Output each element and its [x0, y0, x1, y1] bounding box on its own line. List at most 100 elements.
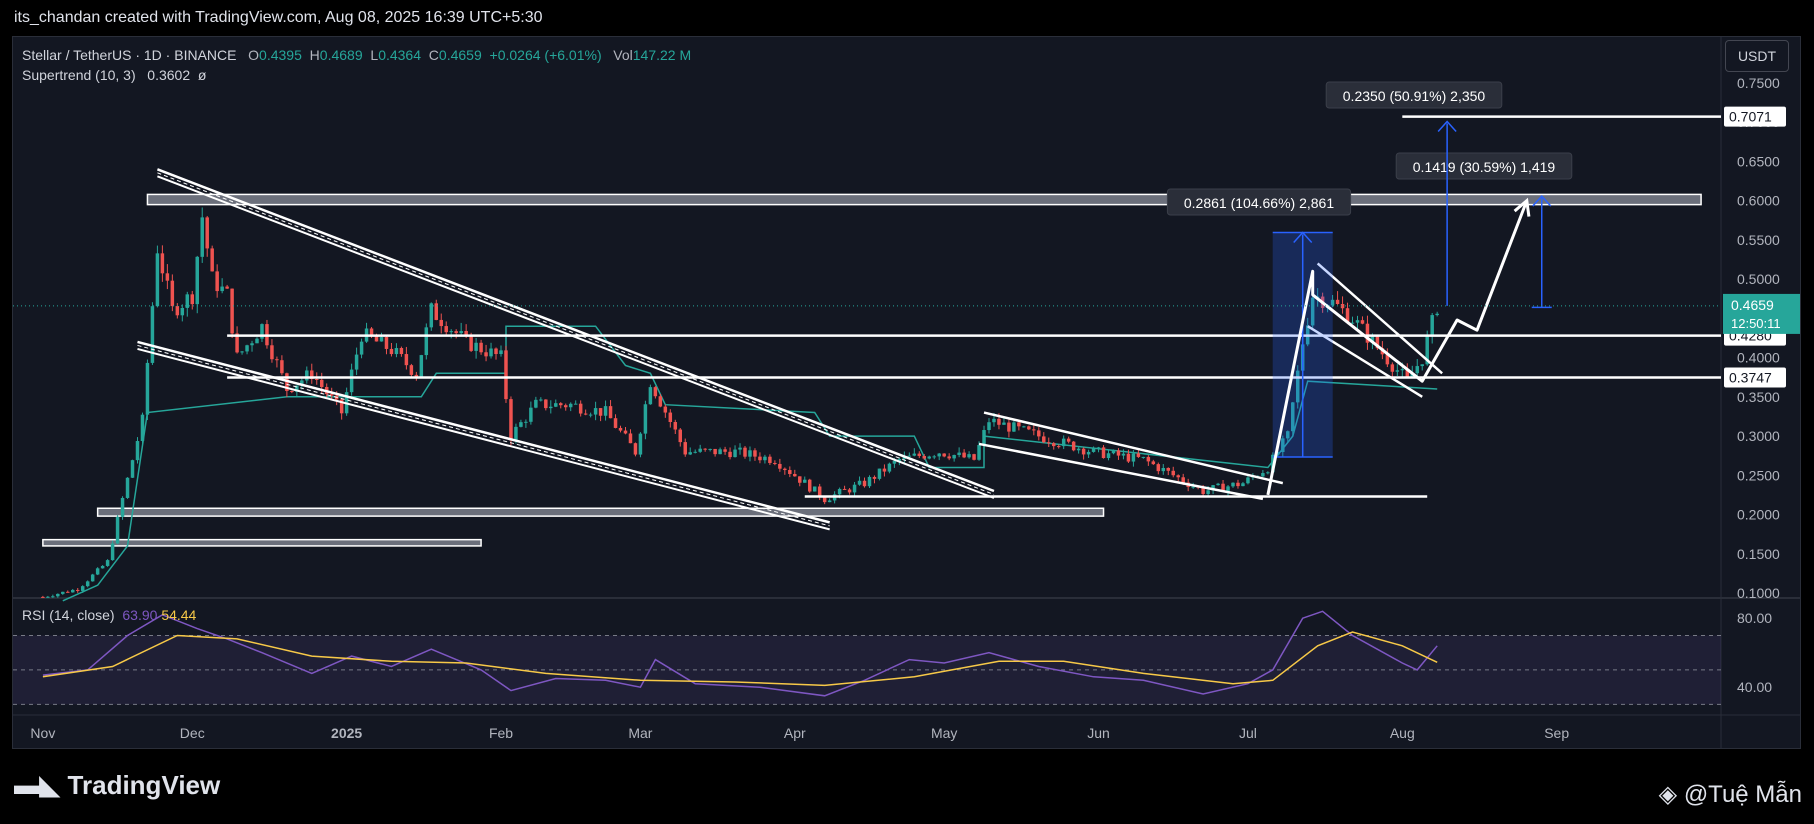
candle-body: [349, 369, 354, 393]
candle-body: [1370, 336, 1375, 343]
candle-body: [549, 406, 553, 409]
candle-body: [250, 343, 254, 346]
candle-body: [1076, 448, 1081, 451]
candle-body: [270, 345, 274, 360]
candle-body: [504, 350, 508, 400]
candle-body: [220, 286, 224, 292]
time-tick-label: Sep: [1544, 725, 1569, 741]
candle-body: [1226, 486, 1230, 492]
candle-body: [842, 488, 847, 490]
candle-body: [434, 303, 439, 320]
candle-body: [399, 348, 404, 355]
candle-body: [80, 586, 85, 591]
chart-svg[interactable]: 0.75000.70000.65000.60000.55000.50000.45…: [13, 37, 1801, 749]
candle-body: [424, 327, 429, 356]
candle-body: [917, 453, 922, 457]
candle-body: [329, 394, 334, 396]
candle-body: [474, 342, 478, 351]
time-tick-label: Jul: [1239, 725, 1257, 741]
candle-body: [419, 355, 424, 378]
candle-body: [663, 406, 668, 413]
low-key: L: [370, 47, 379, 63]
candle-body: [593, 408, 598, 415]
supertrend-line: [62, 325, 1438, 602]
candle-body: [120, 497, 125, 517]
candle-body: [1056, 446, 1061, 448]
close-value: 0.4659: [438, 47, 482, 63]
time-tick-label: Dec: [180, 725, 205, 741]
projection-arrowhead: [1513, 197, 1531, 217]
candle-body: [135, 441, 140, 461]
candle-body: [300, 380, 304, 386]
candle-body: [100, 565, 105, 569]
candle-body: [469, 334, 473, 351]
candle-body: [170, 280, 175, 307]
candle-body: [583, 413, 588, 415]
price-tick-label: 0.3000: [1737, 428, 1780, 444]
candle-body: [967, 454, 971, 458]
candle-body: [1151, 461, 1156, 465]
trendline: [156, 168, 995, 493]
price-tick-label: 0.1000: [1737, 585, 1780, 601]
price-tick-label: 0.4000: [1737, 350, 1780, 366]
candle-body: [872, 476, 877, 479]
trendline-dashed: [157, 172, 995, 495]
candle-body: [1037, 430, 1041, 437]
candle-body: [439, 319, 443, 327]
candle-body: [210, 248, 214, 272]
candle-body: [783, 468, 787, 471]
candle-body: [260, 324, 264, 339]
candle-body: [1241, 483, 1245, 487]
candle-body: [693, 451, 697, 453]
candle-body: [1161, 467, 1166, 472]
level-label: 0.3747: [1729, 369, 1772, 385]
candle-body: [1420, 364, 1424, 367]
candle-body: [877, 468, 882, 479]
candle-body: [1027, 426, 1031, 430]
candle-body: [758, 456, 762, 461]
candle-body: [957, 452, 961, 456]
supertrend-symbol: ø: [197, 67, 207, 83]
candle-body: [429, 303, 434, 328]
candle-body: [155, 253, 160, 307]
candle-body: [793, 473, 797, 477]
candle-body: [125, 477, 130, 498]
candle-body: [225, 286, 229, 289]
candle-body: [603, 406, 608, 416]
candle-body: [444, 326, 448, 333]
candle-body: [1365, 323, 1370, 343]
candle-body: [812, 486, 817, 492]
supertrend-value: 0.3602: [147, 67, 191, 83]
zone-rectangle: [96, 507, 1105, 517]
currency-button[interactable]: USDT: [1725, 40, 1789, 72]
candle-body: [275, 359, 279, 361]
high-value: 0.4689: [319, 47, 363, 63]
level-label-bg: [1724, 106, 1786, 127]
price-tick-label: 0.5000: [1737, 271, 1780, 287]
candle-body: [1051, 443, 1056, 447]
candle-body: [1350, 322, 1355, 324]
candle-body: [1276, 452, 1280, 455]
candle-body: [379, 337, 384, 342]
candle-body: [798, 476, 802, 483]
candle-body: [882, 468, 887, 472]
candle-body: [618, 427, 623, 431]
candle-body: [887, 463, 892, 472]
candle-body: [1002, 422, 1006, 425]
level-label-bg: [1724, 367, 1786, 388]
candle-body: [1310, 297, 1315, 326]
time-tick-label: Nov: [30, 725, 55, 741]
candle-body: [489, 348, 493, 357]
measure-arrow-head: [1532, 194, 1552, 207]
candle-body: [613, 418, 618, 428]
time-tick-label: 2025: [331, 725, 362, 741]
candle-body: [803, 479, 807, 483]
candle-body: [514, 426, 518, 441]
candle-body: [827, 500, 832, 503]
candle-body: [788, 470, 792, 474]
time-tick-label: Jun: [1087, 725, 1110, 741]
candle-body: [768, 456, 772, 463]
candle-body: [1360, 320, 1365, 324]
candle-body: [140, 414, 145, 442]
price-tick-label: 0.5500: [1737, 232, 1780, 248]
